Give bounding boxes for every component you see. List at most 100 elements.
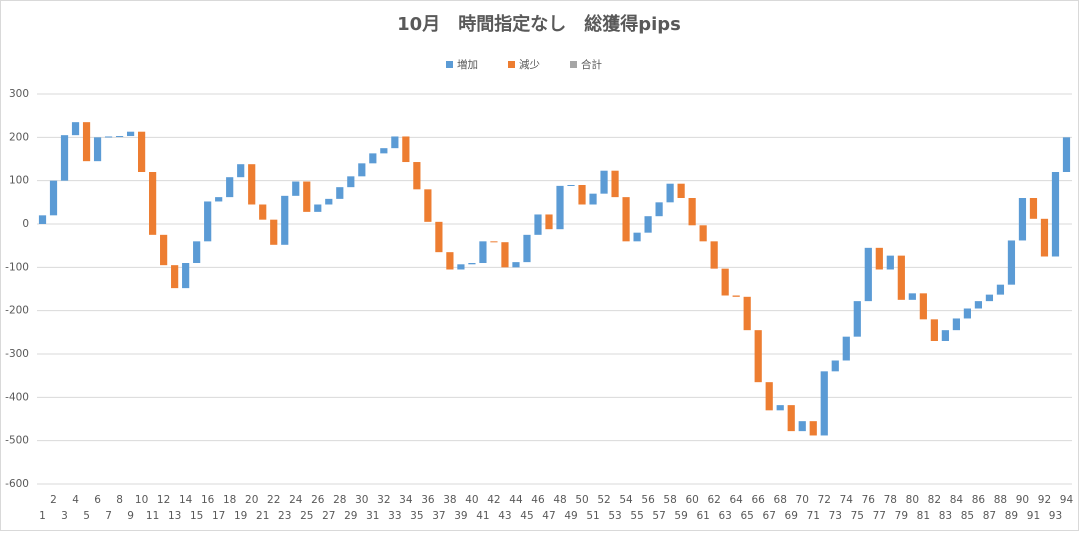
x-tick-label: 19 <box>234 510 247 522</box>
bar <box>149 172 157 235</box>
x-tick-label: 21 <box>256 510 269 522</box>
x-tick-label: 54 <box>619 494 633 506</box>
bar <box>182 263 190 289</box>
x-tick-label: 55 <box>630 510 643 522</box>
x-tick-label: 91 <box>1027 510 1040 522</box>
bar <box>600 170 608 194</box>
y-tick-label: -400 <box>5 391 29 403</box>
y-tick-label: 0 <box>22 218 29 230</box>
bar <box>115 136 124 138</box>
bar <box>204 201 212 242</box>
x-tick-label: 43 <box>498 510 511 522</box>
bar <box>501 242 509 268</box>
bar <box>468 263 476 265</box>
bar <box>281 195 289 245</box>
y-tick-label: -200 <box>5 305 29 317</box>
x-tick-label: 52 <box>597 494 610 506</box>
bar <box>930 319 938 341</box>
bar <box>765 382 773 411</box>
x-tick-label: 13 <box>168 510 181 522</box>
x-tick-label: 9 <box>127 510 134 522</box>
x-tick-label: 78 <box>884 494 897 506</box>
bar <box>303 181 311 212</box>
bar <box>831 360 839 372</box>
x-tick-label: 73 <box>829 510 842 522</box>
x-tick-label: 1 <box>39 510 46 522</box>
x-tick-label: 48 <box>553 494 566 506</box>
x-tick-label: 65 <box>740 510 753 522</box>
bar <box>875 247 883 270</box>
bar <box>677 183 685 198</box>
bar <box>479 241 487 263</box>
x-tick-label: 7 <box>105 510 112 522</box>
bar <box>567 185 575 186</box>
x-tick-label: 12 <box>157 494 170 506</box>
x-tick-label: 45 <box>520 510 533 522</box>
x-tick-label: 85 <box>961 510 974 522</box>
bar <box>38 215 47 224</box>
x-tick-label: 4 <box>72 494 79 506</box>
bar <box>534 214 542 235</box>
y-tick-label: -500 <box>5 435 29 447</box>
bar <box>49 180 58 216</box>
x-tick-label: 33 <box>388 510 401 522</box>
bar <box>413 162 421 190</box>
bar <box>138 131 146 172</box>
x-tick-label: 83 <box>939 510 952 522</box>
x-tick-label: 80 <box>906 494 919 506</box>
x-tick-label: 17 <box>212 510 225 522</box>
legend-swatch <box>446 61 453 68</box>
bar <box>1051 172 1060 257</box>
x-tick-label: 11 <box>146 510 159 522</box>
bar <box>457 264 465 270</box>
bar <box>523 234 531 263</box>
bar <box>380 148 388 154</box>
bar <box>754 330 762 383</box>
bar <box>963 308 971 319</box>
x-tick-label: 88 <box>994 494 1007 506</box>
x-tick-label: 38 <box>443 494 456 506</box>
bar <box>60 135 69 181</box>
x-tick-label: 32 <box>377 494 390 506</box>
x-tick-label: 49 <box>564 510 577 522</box>
x-tick-label: 57 <box>652 510 665 522</box>
x-tick-label: 41 <box>476 510 489 522</box>
x-tick-label: 31 <box>366 510 379 522</box>
bar <box>325 198 333 205</box>
x-tick-label: 92 <box>1038 494 1051 506</box>
bar <box>1018 198 1027 241</box>
x-tick-label: 86 <box>972 494 986 506</box>
bar <box>710 241 718 269</box>
x-tick-label: 47 <box>542 510 555 522</box>
x-tick-label: 3 <box>61 510 68 522</box>
bar <box>732 295 740 297</box>
y-tick-label: 100 <box>9 175 29 187</box>
bar <box>314 204 322 212</box>
x-tick-label: 81 <box>917 510 930 522</box>
x-tick-label: 39 <box>454 510 467 522</box>
chart-title: 10月 時間指定なし 総獲得pips <box>397 13 681 35</box>
x-tick-label: 15 <box>190 510 203 522</box>
bar <box>424 189 432 222</box>
bar <box>358 163 366 177</box>
x-tick-label: 68 <box>774 494 787 506</box>
bar <box>1062 137 1071 172</box>
bar <box>820 371 828 436</box>
x-tick-label: 25 <box>300 510 313 522</box>
x-tick-label: 87 <box>983 510 996 522</box>
x-tick-label: 2 <box>50 494 57 506</box>
bar <box>996 284 1005 295</box>
bar <box>644 216 652 233</box>
legend-swatch <box>508 61 515 68</box>
bar <box>864 247 872 302</box>
bar <box>633 232 641 242</box>
bar <box>391 136 399 149</box>
x-tick-label: 72 <box>818 494 831 506</box>
bar <box>699 225 707 242</box>
bar <box>886 255 894 270</box>
bar <box>952 318 960 331</box>
bar <box>446 252 454 270</box>
bar <box>292 181 300 196</box>
